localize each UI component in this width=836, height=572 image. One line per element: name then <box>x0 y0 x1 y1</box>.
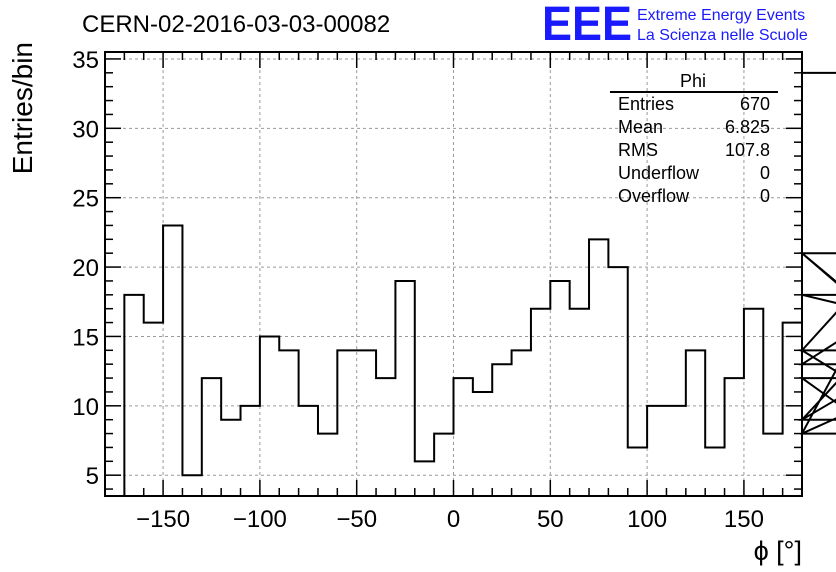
x-axis-label: ϕ [°] <box>754 536 802 566</box>
logo-line-2: La Scienza nelle Scuole <box>637 27 808 44</box>
axis-ticks <box>104 52 803 496</box>
x-tick-label: −100 <box>233 506 287 533</box>
x-tick-label: 100 <box>627 506 667 533</box>
stats-row-label: Entries <box>618 94 674 114</box>
chart-title: CERN-02-2016-03-03-00082 <box>82 11 390 38</box>
stats-box: Phi Entries 670 Mean 6.825 RMS 107.8 Underflow… <box>610 71 778 206</box>
x-tick-label: 50 <box>537 506 564 533</box>
x-tick-labels: −150 −100 −50 0 50 100 150 <box>136 506 764 533</box>
stats-row-value: 6.825 <box>725 117 770 137</box>
x-tick-label: 150 <box>724 506 764 533</box>
stats-row-value: 107.8 <box>725 140 770 160</box>
stats-row-label: Overflow <box>618 186 690 206</box>
logo-line-1: Extreme Energy Events <box>637 7 805 24</box>
stats-rows: Entries 670 Mean 6.825 RMS 107.8 Underflow 0 Ove… <box>618 94 770 206</box>
y-tick-label: 20 <box>72 255 99 282</box>
y-tick-label: 25 <box>72 186 99 213</box>
histogram-outline <box>123 71 836 496</box>
stats-row-label: RMS <box>618 140 658 160</box>
y-tick-label: 35 <box>72 47 99 74</box>
y-tick-label: 5 <box>86 463 99 490</box>
y-axis-label: Entries/bin <box>7 42 38 174</box>
stats-row-label: Underflow <box>618 163 700 183</box>
y-tick-label: 10 <box>72 394 99 421</box>
x-tick-label: −50 <box>336 506 377 533</box>
stats-row-label: Mean <box>618 117 663 137</box>
y-tick-label: 30 <box>72 116 99 143</box>
stats-row-value: 0 <box>760 186 770 206</box>
x-tick-label: −150 <box>136 506 190 533</box>
y-tick-label: 15 <box>72 324 99 351</box>
eee-logo-mark: EEE <box>542 0 632 51</box>
y-tick-labels: 5 10 15 20 25 30 35 <box>72 47 99 490</box>
eee-logo: EEE Extreme Energy Events La Scienza nel… <box>542 0 808 51</box>
x-tick-label: 0 <box>447 506 460 533</box>
stats-row-value: 670 <box>740 94 770 114</box>
stats-row-value: 0 <box>760 163 770 183</box>
stats-box-title: Phi <box>680 71 706 91</box>
